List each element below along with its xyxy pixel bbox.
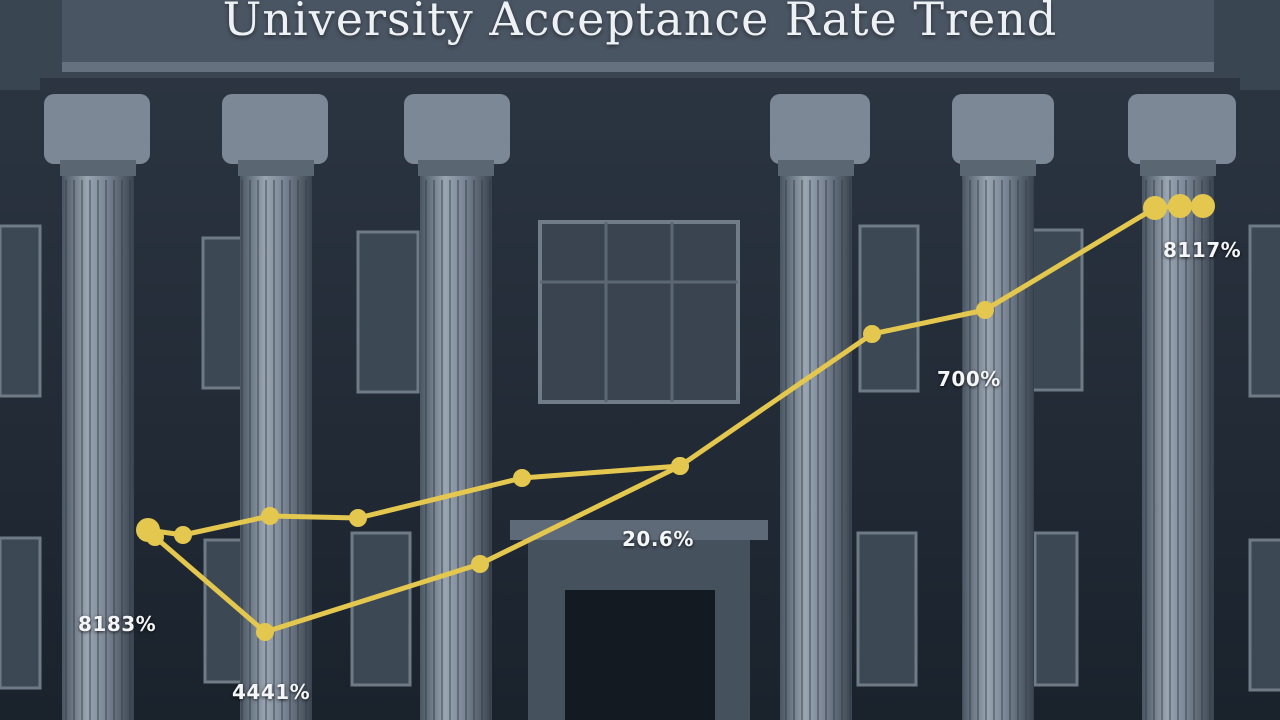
data-point	[349, 509, 367, 527]
data-point	[1143, 196, 1167, 220]
data-point	[863, 325, 881, 343]
chart-title: University Acceptance Rate Trend	[222, 0, 1058, 46]
data-point	[1168, 194, 1192, 218]
data-point	[1191, 194, 1215, 218]
data-point	[976, 301, 994, 319]
data-point	[146, 528, 164, 546]
data-label: 8183%	[78, 612, 157, 636]
data-point	[513, 469, 531, 487]
data-point	[471, 555, 489, 573]
data-label: 20.6%	[622, 527, 694, 551]
data-label: 700%	[937, 367, 1001, 391]
data-point	[174, 526, 192, 544]
data-label: 4441%	[232, 680, 311, 704]
data-label: 8117%	[1163, 238, 1242, 262]
data-point	[256, 623, 274, 641]
marker-layer	[136, 194, 1215, 641]
data-point	[261, 507, 279, 525]
data-point	[671, 457, 689, 475]
